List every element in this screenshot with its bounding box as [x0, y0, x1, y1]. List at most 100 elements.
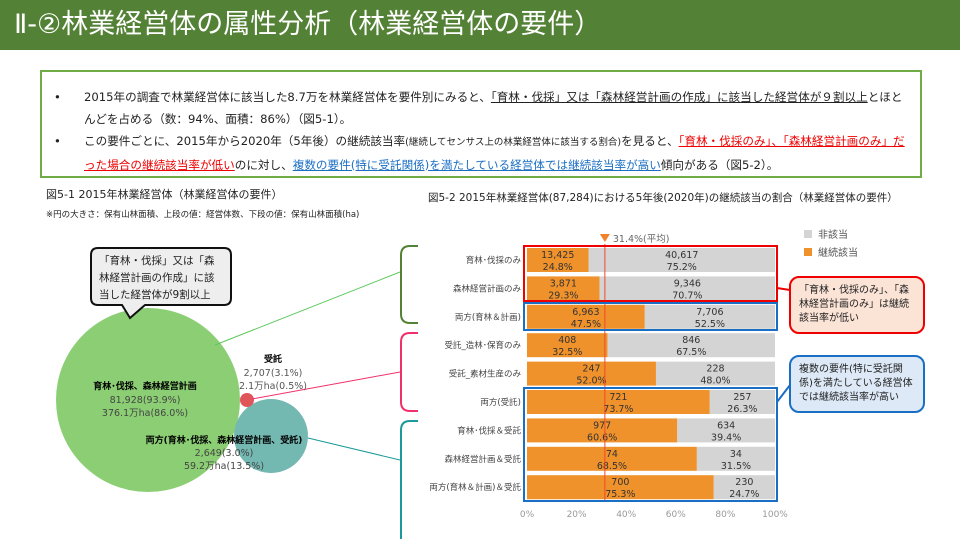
big-bubble-count: 81,928(93.9%) — [110, 395, 181, 406]
text: (継続してセンサス上の林業経営体に該当する割合) — [405, 137, 622, 148]
connector-teal — [307, 437, 401, 461]
data-label-count: 34 — [730, 449, 742, 460]
bracket-green — [400, 245, 418, 324]
summary-bullet-2: • この要件ごとに、2015年から2020年（5年後）の継続該当率(継続してセンサ… — [54, 134, 905, 172]
svg-text:当した経営体が9割以上: 当した経営体が9割以上 — [99, 288, 211, 301]
bar-continued — [527, 361, 656, 386]
big-bubble — [56, 308, 240, 492]
data-label-percent: 68.5% — [597, 461, 627, 472]
data-label-percent: 67.5% — [676, 347, 706, 358]
data-label-percent: 26.3% — [727, 404, 757, 415]
bar-not-continued — [696, 446, 775, 471]
data-label-count: 700 — [611, 477, 629, 488]
entrust-count: 2,707(3.1%) — [244, 368, 303, 379]
bar-not-continued — [713, 475, 775, 500]
data-label-count: 6,963 — [572, 307, 599, 318]
data-label-count: 74 — [606, 449, 618, 460]
data-label-count: 9,346 — [674, 278, 701, 289]
category-label: 両方(受託) — [480, 397, 521, 408]
data-label-count: 721 — [609, 392, 627, 403]
category-label: 育林･伐採＆受託 — [457, 425, 521, 436]
bar-not-continued — [709, 390, 775, 414]
both-bubble-count: 2,649(3.0%) — [195, 448, 254, 459]
average-label: 31.4%(平均) — [613, 233, 670, 245]
text: 2015年の調査で林業経営体に該当した8.7万を林業経営体を要件別にみると、 — [84, 90, 491, 104]
category-label: 育林･伐採のみ — [466, 255, 522, 266]
entrust-area: 2.1万ha(0.5%) — [239, 381, 307, 392]
data-label-percent: 31.5% — [721, 461, 751, 472]
x-tick-label: 20% — [567, 510, 587, 520]
text: 傾向がある（図5-2）。 — [660, 158, 779, 172]
page-title: Ⅱ-②林業経営体の属性分析（林業経営体の要件） — [0, 0, 960, 50]
both-bubble-label: 両方(育林･伐採、森林経営計画、受託) — [146, 434, 303, 446]
fig1-caption: 図5-1 2015年林業経営体（林業経営体の要件） — [46, 188, 283, 201]
bar-not-continued — [607, 333, 775, 358]
legend-swatch-continued — [804, 248, 812, 256]
data-label-percent: 29.3% — [548, 290, 578, 301]
callout-low-rate: 「育林・伐採のみ」、「森林経営計画のみ」は継続該当率が低い — [789, 276, 925, 334]
text: のに対し、 — [234, 158, 293, 172]
bracket-teal — [400, 420, 418, 539]
callout-pointer-blue — [776, 384, 791, 403]
group-box-blue — [523, 387, 778, 502]
legend-label: 非該当 — [818, 228, 848, 241]
big-bubble-area: 376.1万ha(86.0%) — [102, 408, 188, 419]
connector-green — [214, 271, 401, 346]
bar-not-continued — [588, 248, 775, 272]
category-label: 受託_造林･保育のみ — [444, 340, 521, 351]
bar-not-continued — [677, 418, 775, 443]
bar-continued — [527, 276, 600, 301]
data-label-count: 230 — [735, 477, 753, 488]
bar-continued — [527, 418, 678, 443]
fig2-caption: 図5-2 2015年林業経営体(87,284)における5年後(2020年)の継続… — [428, 192, 898, 204]
text: を見ると、 — [621, 134, 679, 148]
category-label: 森林経営計画＆受託 — [444, 454, 521, 465]
entrust-bubble — [240, 393, 254, 407]
text: とほとんどを占める（数：94%、面積：86%）（図5-1）。 — [84, 90, 903, 126]
callout-pointer-red — [776, 287, 791, 291]
bar-not-continued — [644, 304, 775, 329]
group-box-red — [523, 245, 778, 302]
summary-bullet-1: • 2015年の調査で林業経営体に該当した8.7万を林業経営体を要件別にみると、「… — [54, 90, 903, 126]
category-label: 受託_素材生産のみ — [449, 369, 522, 380]
x-tick-label: 80% — [715, 510, 735, 520]
category-label: 両方(育林＆計画)＆受託 — [429, 482, 521, 493]
fig1-callout-shape — [90, 247, 232, 320]
data-label-count: 257 — [733, 392, 751, 403]
data-label-percent: 52.5% — [695, 319, 725, 330]
data-label-percent: 24.8% — [543, 262, 573, 273]
connector-pink — [251, 371, 401, 400]
data-label-count: 13,425 — [541, 250, 574, 261]
data-label-percent: 70.7% — [672, 290, 702, 301]
bar-continued — [527, 475, 714, 500]
data-label-percent: 24.7% — [729, 489, 759, 500]
data-label-percent: 39.4% — [711, 432, 741, 443]
data-label-percent: 52.0% — [576, 376, 606, 387]
bar-continued — [527, 446, 697, 471]
bracket-pink — [400, 332, 418, 412]
bar-continued — [527, 304, 645, 329]
data-label-count: 247 — [582, 364, 600, 375]
bar-continued — [527, 333, 608, 358]
data-label-count: 408 — [558, 335, 576, 346]
group-box-blue — [523, 302, 778, 331]
data-label-count: 7,706 — [696, 307, 723, 318]
data-label-percent: 47.5% — [571, 319, 601, 330]
data-label-count: 846 — [682, 335, 700, 346]
bar-continued — [527, 390, 710, 414]
big-bubble-label: 育林･伐採、森林経営計画 — [93, 380, 197, 392]
data-label-count: 3,871 — [550, 278, 577, 289]
entrust-label: 受託 — [264, 353, 282, 365]
data-label-percent: 75.3% — [605, 489, 635, 500]
data-label-percent: 60.6% — [587, 432, 617, 443]
fig1-note: ※円の大きさ：保有山林面積、上段の値：経営体数、下段の値：保有山林面積(ha) — [46, 210, 360, 220]
x-tick-label: 100% — [762, 510, 788, 520]
data-label-count: 40,617 — [665, 250, 698, 261]
x-tick-label: 0% — [520, 510, 535, 520]
svg-text:林経営計画の作成」に該: 林経営計画の作成」に該 — [99, 271, 215, 284]
bar-not-continued — [599, 276, 775, 301]
legend-label: 継続該当 — [818, 246, 858, 259]
underlined-text: 「育林・伐採」又は「森林経営計画の作成」に該当した経営体が９割以上 — [490, 90, 868, 104]
